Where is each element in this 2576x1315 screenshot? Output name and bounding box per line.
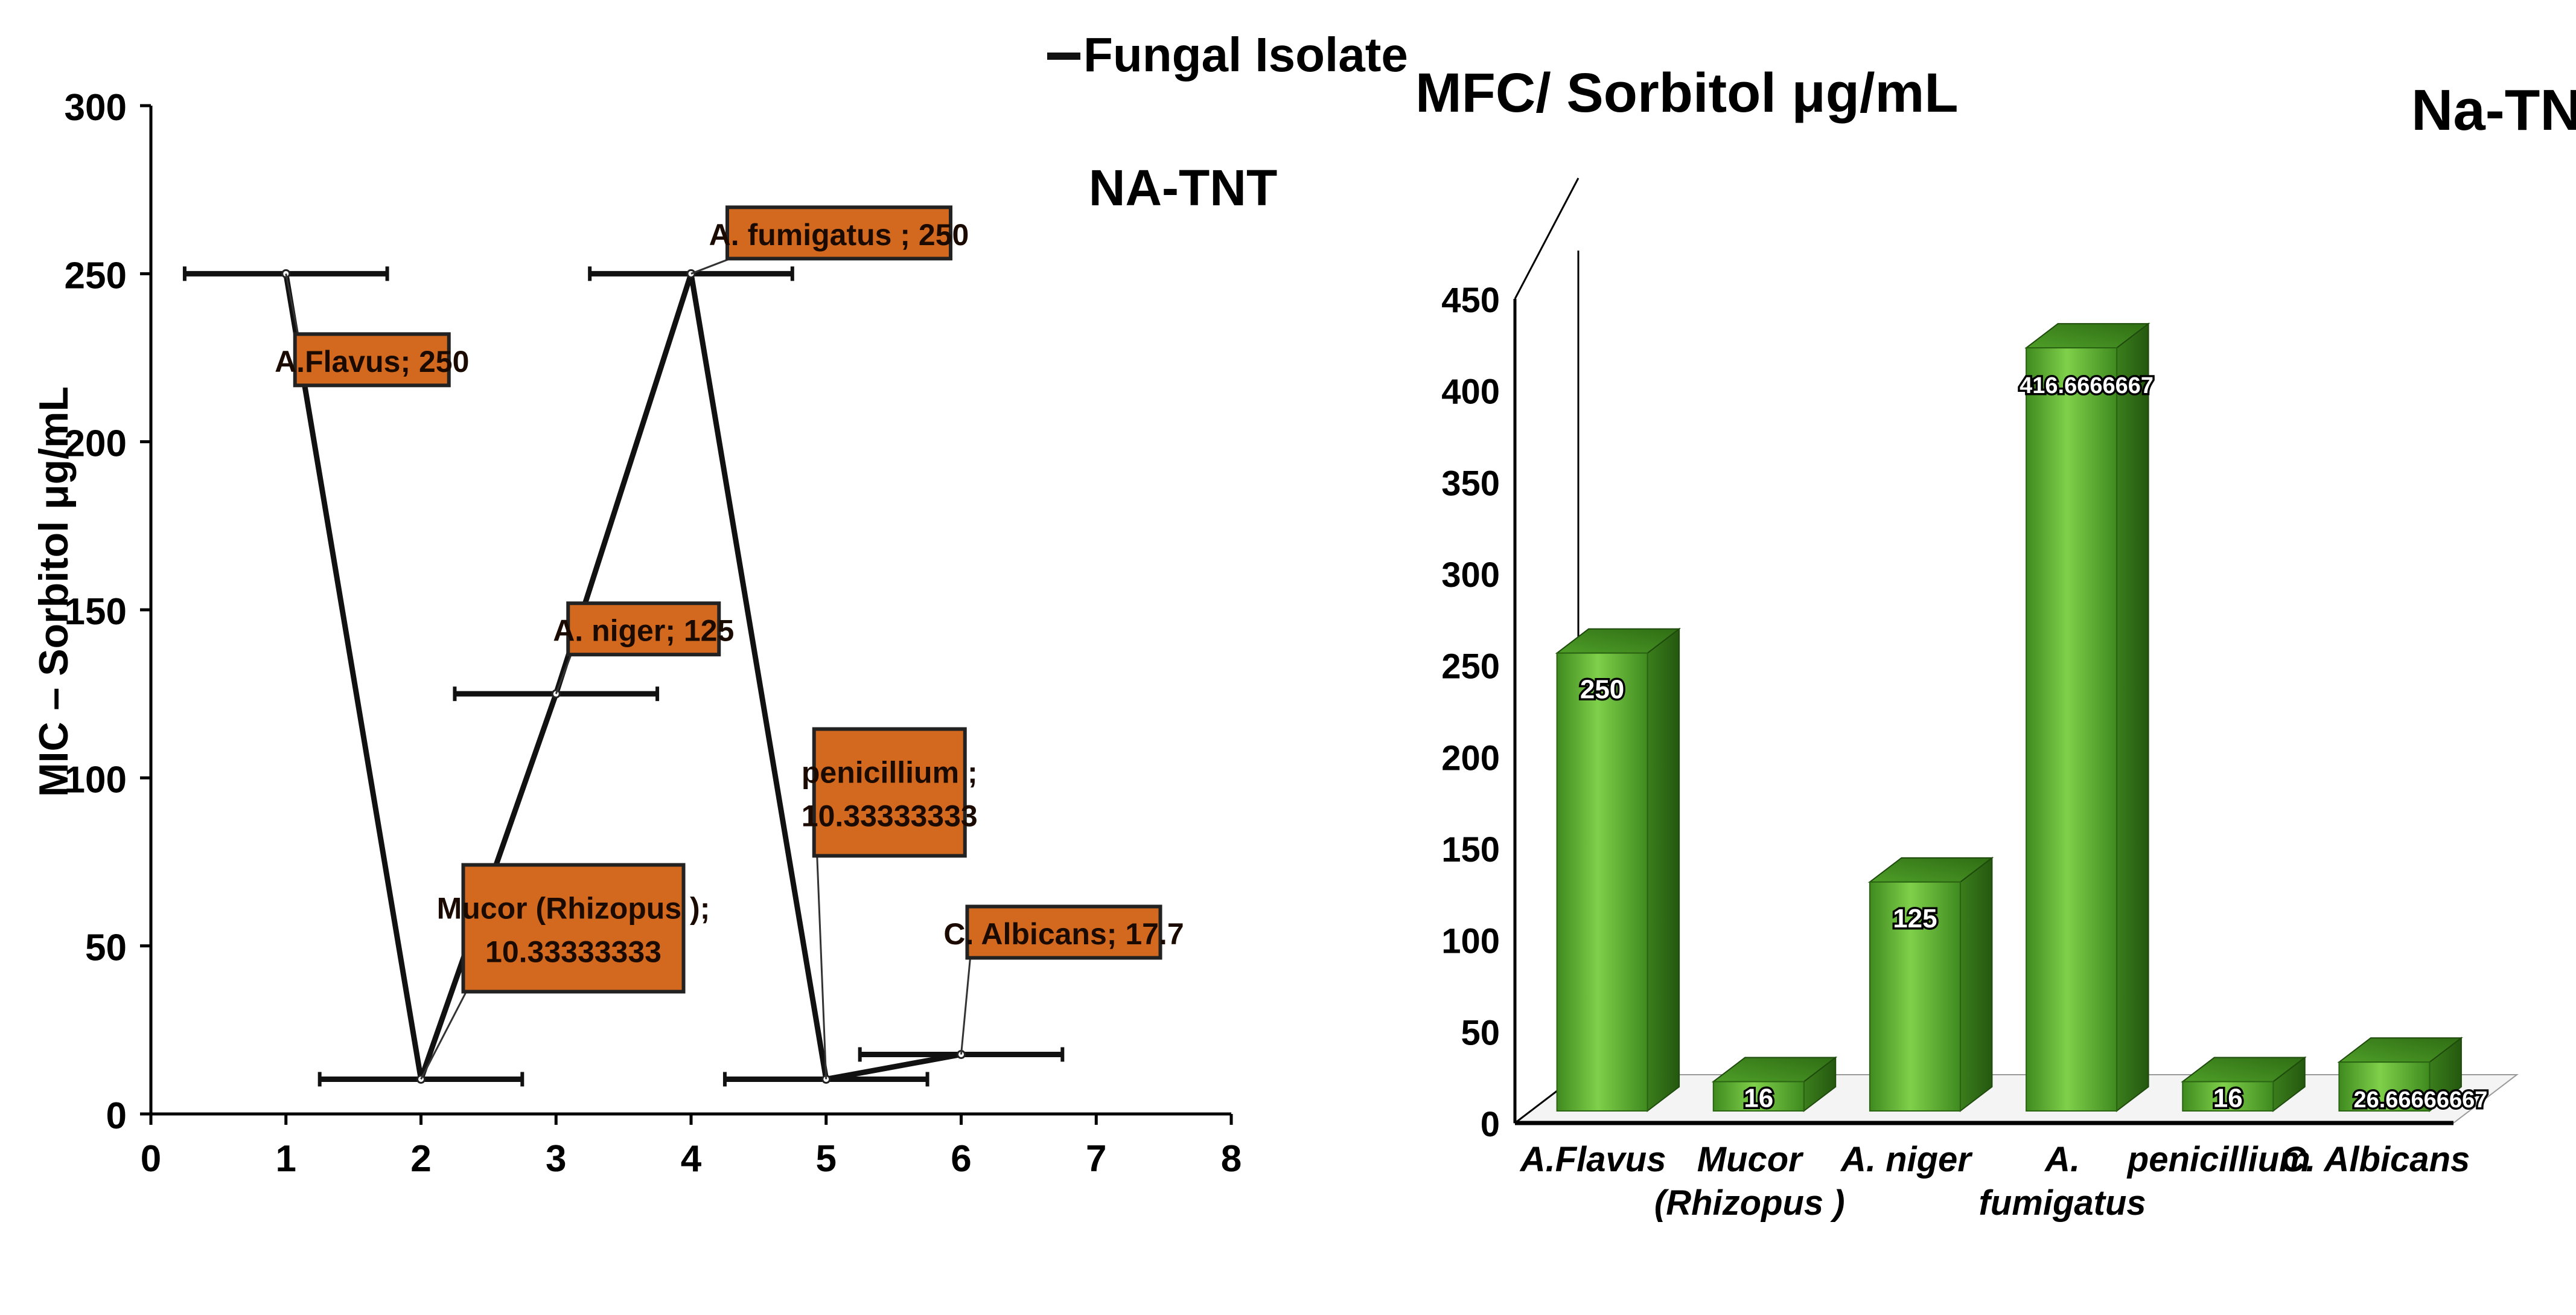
- right-y-tick-label: 150: [1441, 830, 1500, 869]
- right-y-tick-label: 300: [1441, 555, 1500, 595]
- left-y-tick-labels: 0 50 100 150 200 250 300: [65, 87, 127, 1137]
- left-x-tick-labels: 0 1 2 3 4 5 6 7 8: [141, 1138, 1242, 1180]
- category-label: A.Flavus: [1519, 1140, 1666, 1179]
- right-y-tick-label: 250: [1441, 647, 1500, 686]
- callout-box: [566, 601, 721, 657]
- callout-leader-line: [285, 274, 299, 334]
- left-x-tick-label: 8: [1221, 1138, 1242, 1180]
- back-wall-diagonal: [1514, 178, 1580, 299]
- category-label: A. niger: [1840, 1140, 1973, 1179]
- left-data-labels: A.Flavus; 250 Mucor (Rhizopus ); 10.333333…: [275, 205, 1184, 1080]
- bar-front-face: [2182, 1081, 2274, 1112]
- callout-box: [725, 205, 952, 261]
- bar-side-face: [1959, 856, 1993, 1113]
- category-label: C. Albicans: [2281, 1140, 2470, 1179]
- left-y-axis-label: MIC – Sorbitol μg/mL: [31, 386, 77, 797]
- callout-box: [965, 904, 1162, 960]
- callout-label: penicillium ;: [802, 755, 978, 789]
- callout-box: [293, 332, 451, 388]
- bar-side-face: [2116, 322, 2149, 1113]
- right-bars: 250 16 125 416.6666667 16 26.66666667: [1555, 322, 2490, 1115]
- callout-leader-line: [816, 856, 827, 1080]
- callout-leader-line: [420, 991, 467, 1080]
- category-label: (Rhizopus ): [1654, 1183, 1845, 1223]
- right-y-tick-label: 0: [1481, 1105, 1500, 1144]
- bar-front-face: [2338, 1061, 2431, 1112]
- left-x-tick-label: 6: [951, 1138, 971, 1180]
- bar-value-label: 125: [1893, 904, 1937, 933]
- bar-front-face: [1556, 652, 1648, 1112]
- bar-front-face: [1712, 1081, 1805, 1112]
- left-x-tick-label: 1: [276, 1138, 296, 1180]
- category-label: penicillium: [2126, 1140, 2310, 1179]
- right-y-tick-label: 350: [1441, 464, 1500, 503]
- bar-4: 416.6666667: [2018, 322, 2156, 1113]
- left-x-tick-label: 2: [410, 1138, 431, 1180]
- left-axes: [140, 104, 1233, 1125]
- callout-label: Mucor (Rhizopus );: [437, 891, 710, 925]
- left-y-tick-label: 200: [65, 423, 127, 465]
- bar-front-face: [2026, 347, 2118, 1112]
- bar-value-label: 416.6666667: [2020, 373, 2154, 398]
- left-x-tick-label: 0: [141, 1138, 161, 1180]
- callout-box: [812, 727, 967, 858]
- callout-leader-line: [960, 958, 971, 1055]
- bar-front-face: [1869, 881, 1961, 1112]
- mfc-bar-chart: MFC/ Sorbitol μg/mL Na-TNT 0 50 100 150 200 2…: [1415, 62, 2576, 1223]
- right-category-labels: A.Flavus Mucor (Rhizopus ) A. niger A. fumiga…: [1519, 1140, 2470, 1223]
- bar-value-label: 16: [2213, 1084, 2243, 1113]
- category-label: fumigatus: [1979, 1183, 2146, 1223]
- callout-leader-line: [555, 654, 572, 694]
- left-x-tick-label: 7: [1086, 1138, 1106, 1180]
- left-x-tick-label: 4: [681, 1138, 702, 1180]
- callout-label: 10.33333333: [485, 935, 662, 968]
- left-chart-title: NA-TNT: [1089, 159, 1278, 216]
- left-y-tick-label: 0: [106, 1095, 127, 1137]
- callout-leader-line: [690, 257, 731, 275]
- right-y-tick-label: 200: [1441, 738, 1500, 778]
- right-y-tick-label: 100: [1441, 922, 1500, 961]
- category-label: A.: [2044, 1140, 2080, 1179]
- right-y-tick-label: 400: [1441, 373, 1500, 412]
- bar-side-face: [1647, 627, 1680, 1113]
- bar-value-label: 250: [1580, 675, 1624, 705]
- bar-1: 250: [1555, 627, 1682, 1113]
- left-y-tick-label: 50: [85, 927, 127, 969]
- callout-label: A. niger; 125: [553, 614, 734, 648]
- left-y-tick-label: 150: [65, 591, 127, 633]
- bar-value-label: 26.66666667: [2353, 1087, 2487, 1113]
- right-y-tick-label: 450: [1441, 281, 1500, 320]
- right-y-tick-label: 50: [1461, 1013, 1500, 1052]
- callout-label: A. fumigatus ; 250: [709, 218, 969, 252]
- left-y-tick-label: 300: [65, 87, 127, 129]
- mic-line-chart: 0 50 100 150 200 250 300 0 1 2 3 4 5 6 7 8 A.Flavus; 2…: [31, 28, 1408, 1180]
- right-chart-subtitle: Na-TNT: [2411, 78, 2576, 142]
- left-legend: Fungal Isolate: [1047, 28, 1408, 82]
- series-line: [283, 270, 962, 1082]
- left-x-tick-label: 5: [816, 1138, 837, 1180]
- bar-6: 26.66666667: [2337, 1037, 2490, 1115]
- bar-3: 125: [1867, 856, 1994, 1113]
- callout-box: [461, 863, 686, 994]
- legend-label: Fungal Isolate: [1083, 28, 1408, 82]
- callout-label: A.Flavus; 250: [275, 345, 469, 379]
- category-label: Mucor: [1697, 1140, 1804, 1179]
- left-y-tick-label: 250: [65, 255, 127, 296]
- left-y-tick-label: 100: [65, 759, 127, 801]
- callout-label: C. Albicans; 17.7: [943, 917, 1184, 951]
- bar-value-label: 16: [1744, 1084, 1773, 1113]
- callout-label: 10.33333333: [802, 799, 978, 833]
- right-y-tick-labels: 0 50 100 150 200 250 300 350 400 450: [1441, 281, 1500, 1144]
- bar-5: 16: [2181, 1056, 2307, 1115]
- bar-2: 16: [1711, 1056, 1838, 1115]
- left-x-tick-label: 3: [546, 1138, 566, 1180]
- right-chart-title: MFC/ Sorbitol μg/mL: [1415, 62, 1959, 124]
